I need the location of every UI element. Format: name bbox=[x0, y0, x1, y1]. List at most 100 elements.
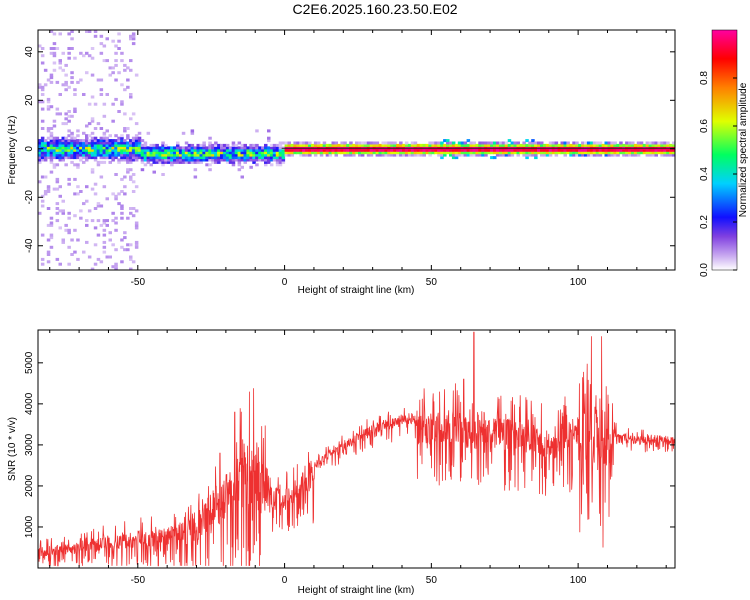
heatmap-cell bbox=[578, 151, 582, 155]
heatmap-cell bbox=[422, 153, 426, 157]
heatmap-cell bbox=[231, 143, 236, 147]
heatmap-cell bbox=[648, 153, 653, 157]
heatmap-cell bbox=[595, 148, 600, 152]
heatmap-cell bbox=[284, 148, 289, 152]
heatmap-cell bbox=[73, 143, 77, 147]
heatmap-cell bbox=[123, 158, 127, 162]
heatmap-cell bbox=[501, 148, 506, 152]
heatmap-cell bbox=[52, 61, 57, 65]
heatmap-cell bbox=[134, 185, 139, 189]
heatmap-cell bbox=[387, 141, 391, 145]
heatmap-cell bbox=[90, 95, 95, 99]
heatmap-cell bbox=[161, 148, 165, 152]
heatmap-cell bbox=[498, 148, 503, 152]
heatmap-cell bbox=[267, 136, 271, 140]
heatmap-cell bbox=[525, 143, 529, 147]
heatmap-cell bbox=[246, 153, 250, 157]
heatmap-cell bbox=[96, 141, 101, 145]
heatmap-cell bbox=[563, 143, 567, 147]
heatmap-cell bbox=[167, 160, 171, 164]
heatmap-cell bbox=[534, 141, 538, 145]
heatmap-cell bbox=[601, 148, 606, 152]
heatmap-cell bbox=[243, 151, 247, 155]
heatmap-cell bbox=[99, 160, 104, 164]
heatmap-cell bbox=[349, 148, 353, 152]
heatmap-cell bbox=[134, 221, 139, 225]
heatmap-cell bbox=[99, 146, 104, 150]
heatmap-cell bbox=[275, 148, 280, 152]
heatmap-cell bbox=[331, 148, 335, 152]
heatmap-cell bbox=[43, 153, 48, 157]
heatmap-cell bbox=[58, 209, 62, 213]
heatmap-cell bbox=[281, 158, 286, 162]
heatmap-cell bbox=[228, 158, 233, 162]
heatmap-cell bbox=[404, 143, 409, 147]
heatmap-cell bbox=[613, 148, 617, 152]
heatmap-cell bbox=[666, 153, 670, 157]
heatmap-cell bbox=[102, 146, 107, 150]
heatmap-cell bbox=[181, 148, 186, 152]
heatmap-cell bbox=[187, 153, 192, 157]
heatmap-cell bbox=[399, 151, 403, 155]
heatmap-cell bbox=[208, 146, 212, 150]
heatmap-cell bbox=[325, 143, 330, 147]
heatmap-cell bbox=[340, 148, 344, 152]
heatmap-cell bbox=[507, 139, 512, 143]
heatmap-cell bbox=[176, 156, 180, 160]
heatmap-cell bbox=[70, 71, 74, 75]
heatmap-cell bbox=[40, 139, 45, 143]
heatmap-cell bbox=[278, 160, 283, 164]
heatmap-cell bbox=[111, 153, 115, 157]
heatmap-cell bbox=[404, 153, 409, 157]
heatmap-cell bbox=[134, 223, 139, 227]
heatmap-cell bbox=[554, 141, 559, 145]
heatmap-cell bbox=[437, 153, 441, 157]
heatmap-cell bbox=[290, 143, 294, 147]
heatmap-cell bbox=[422, 148, 426, 152]
heatmap-cell bbox=[99, 148, 104, 152]
heatmap-cell bbox=[149, 158, 153, 162]
heatmap-cell bbox=[49, 143, 54, 147]
heatmap-cell bbox=[572, 143, 576, 147]
heatmap-cell bbox=[504, 151, 509, 155]
heatmap-cell bbox=[196, 153, 200, 157]
heatmap-cell bbox=[660, 148, 664, 152]
heatmap-cell bbox=[466, 148, 471, 152]
heatmap-cell bbox=[228, 148, 233, 152]
heatmap-cell bbox=[114, 63, 118, 67]
heatmap-cell bbox=[184, 156, 189, 160]
heatmap-cell bbox=[663, 151, 667, 155]
heatmap-cell bbox=[601, 151, 606, 155]
heatmap-cell bbox=[275, 163, 280, 167]
heatmap-cell bbox=[428, 148, 432, 152]
heatmap-cell bbox=[167, 153, 171, 157]
heatmap-cell bbox=[528, 141, 532, 145]
heatmap-cell bbox=[123, 146, 127, 150]
heatmap-cell bbox=[131, 214, 136, 218]
heatmap-cell bbox=[269, 143, 274, 147]
heatmap-cell bbox=[234, 151, 239, 155]
heatmap-cell bbox=[90, 143, 95, 147]
heatmap-cell bbox=[70, 139, 74, 143]
heatmap-cell bbox=[117, 32, 121, 36]
heatmap-cell bbox=[70, 134, 74, 138]
heatmap-cell bbox=[267, 151, 271, 155]
heatmap-cell bbox=[82, 143, 86, 147]
heatmap-cell bbox=[308, 141, 312, 145]
heatmap-cell bbox=[114, 221, 118, 225]
heatmap-cell bbox=[586, 148, 591, 152]
heatmap-cell bbox=[152, 143, 156, 147]
heatmap-cell bbox=[240, 175, 244, 179]
heatmap-cell bbox=[76, 156, 80, 160]
heatmap-cell bbox=[52, 124, 57, 128]
colorbar-tick-label: 0.6 bbox=[699, 119, 710, 133]
heatmap-cell bbox=[82, 151, 86, 155]
heatmap-cell bbox=[246, 146, 250, 150]
heatmap-cell bbox=[211, 153, 215, 157]
heatmap-cell bbox=[58, 59, 62, 63]
heatmap-cell bbox=[64, 117, 68, 121]
heatmap-cell bbox=[622, 143, 626, 147]
heatmap-cell bbox=[85, 153, 89, 157]
heatmap-cell bbox=[478, 148, 482, 152]
